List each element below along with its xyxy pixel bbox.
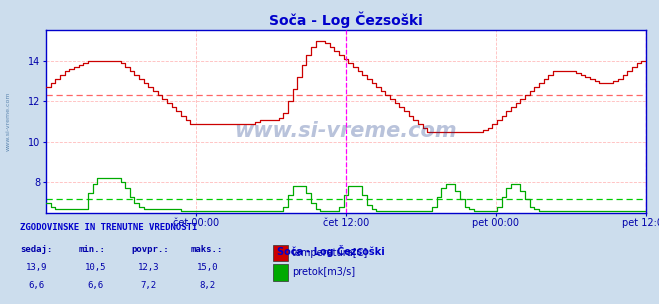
Text: www.si-vreme.com: www.si-vreme.com xyxy=(5,92,11,151)
Text: min.:: min.: xyxy=(79,245,106,254)
Text: maks.:: maks.: xyxy=(191,245,223,254)
Text: 8,2: 8,2 xyxy=(200,281,215,290)
Text: sedaj:: sedaj: xyxy=(20,245,52,254)
Text: 12,3: 12,3 xyxy=(138,263,159,272)
Text: Soča - Log Čezsoški: Soča - Log Čezsoški xyxy=(277,245,385,257)
Text: povpr.:: povpr.: xyxy=(132,245,169,254)
Text: pretok[m3/s]: pretok[m3/s] xyxy=(292,268,355,277)
Text: www.si-vreme.com: www.si-vreme.com xyxy=(235,121,457,141)
Text: 6,6: 6,6 xyxy=(88,281,103,290)
Title: Soča - Log Čezsoški: Soča - Log Čezsoški xyxy=(269,11,423,28)
Text: temperatura[C]: temperatura[C] xyxy=(292,248,368,258)
Text: 6,6: 6,6 xyxy=(28,281,44,290)
Text: 10,5: 10,5 xyxy=(85,263,106,272)
Text: 15,0: 15,0 xyxy=(197,263,218,272)
Text: 7,2: 7,2 xyxy=(140,281,156,290)
Text: 13,9: 13,9 xyxy=(26,263,47,272)
Text: ZGODOVINSKE IN TRENUTNE VREDNOSTI: ZGODOVINSKE IN TRENUTNE VREDNOSTI xyxy=(20,223,197,233)
